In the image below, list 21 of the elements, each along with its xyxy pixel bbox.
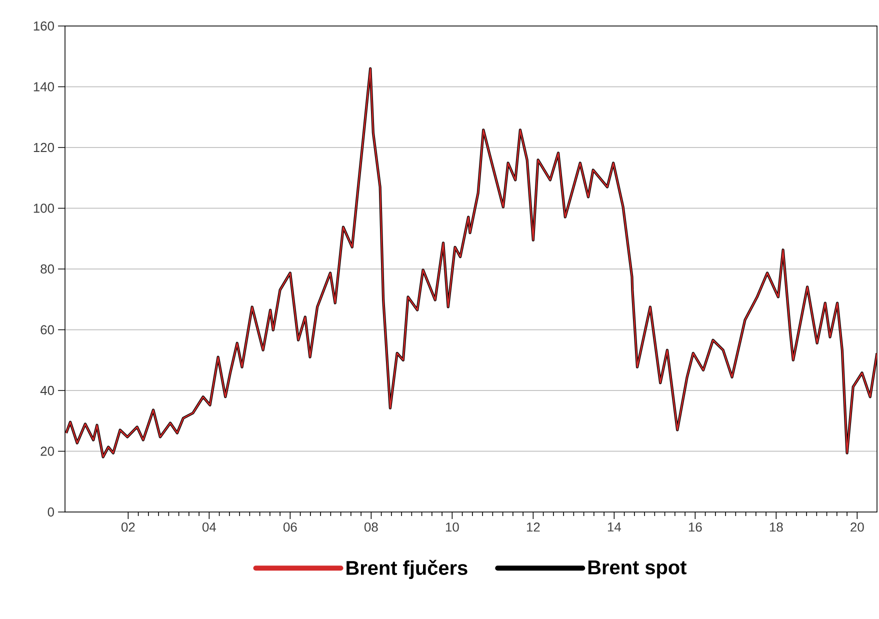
x-tick-label: 14 <box>608 522 621 532</box>
x-tick-label: 12 <box>526 522 540 532</box>
x-tick-label: 08 <box>364 522 378 532</box>
x-tick-label: 18 <box>770 522 783 532</box>
x-tick-label: 16 <box>688 522 702 532</box>
y-tick-label: 80 <box>40 264 54 274</box>
y-tick-label: 40 <box>40 386 54 396</box>
y-tick-label: 100 <box>34 204 54 213</box>
x-tick-label: 20 <box>850 522 864 532</box>
y-tick-label: 60 <box>40 325 54 334</box>
x-tick-label: 04 <box>202 522 216 532</box>
x-tick-label: 10 <box>446 522 459 532</box>
y-tick-label: 0 <box>48 507 54 517</box>
x-tick-label: 02 <box>121 522 135 532</box>
legend-label: Brent spot <box>588 560 686 578</box>
x-tick-label: 06 <box>283 522 297 532</box>
y-tick-label: 120 <box>34 142 54 152</box>
y-tick-label: 160 <box>34 21 54 31</box>
legend-label: Brent fjučers <box>346 560 468 579</box>
y-tick-label: 20 <box>40 446 54 456</box>
y-tick-label: 140 <box>34 82 54 92</box>
